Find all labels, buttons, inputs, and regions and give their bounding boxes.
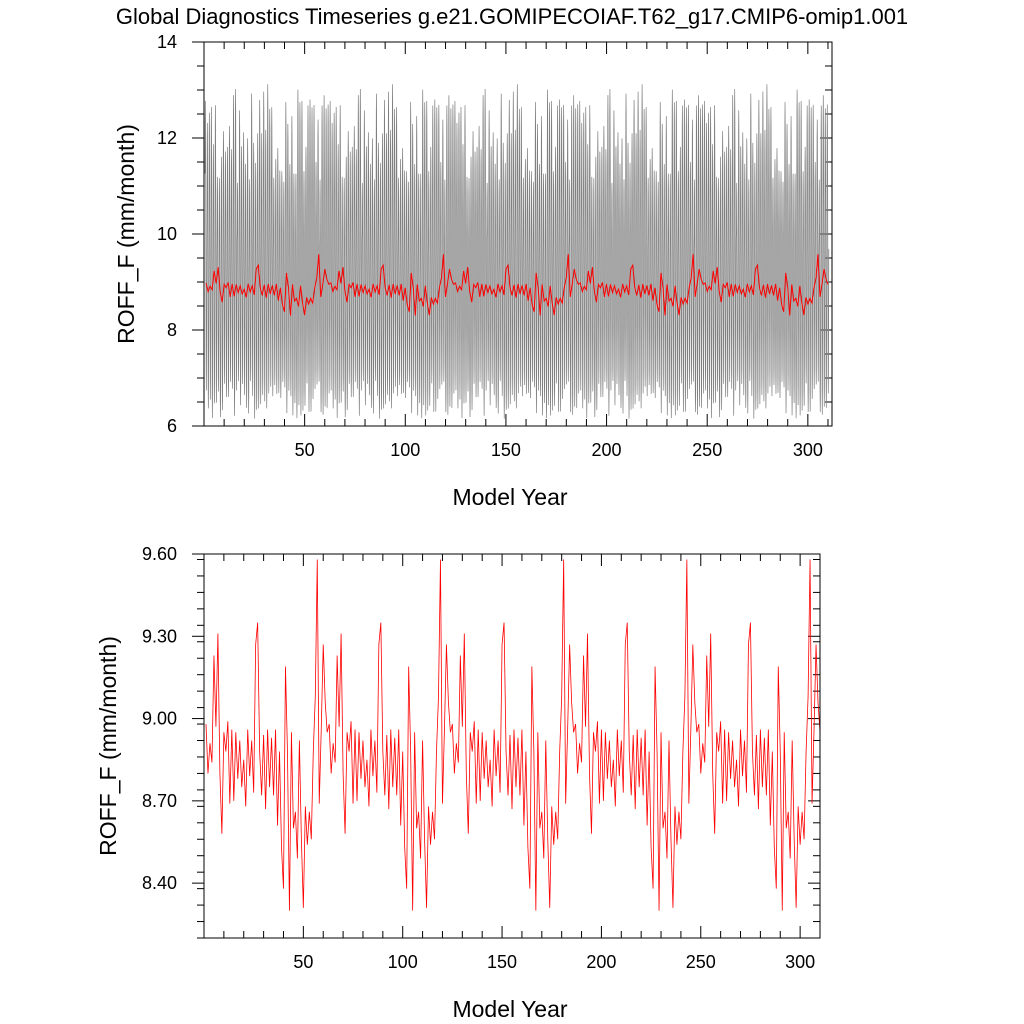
top-monthly-line	[204, 84, 830, 419]
top-plot-frame	[203, 41, 833, 427]
bottom-xtick-label: 250	[686, 952, 716, 972]
bottom-xtick-label: 100	[388, 952, 418, 972]
bottom-annual-mean-line	[205, 559, 821, 911]
top-x-axis-label: Model Year	[452, 484, 567, 510]
chart-title: Global Diagnostics Timeseries g.e21.GOMI…	[116, 4, 908, 29]
top-ytick-label: 10	[157, 224, 177, 244]
top-xtick-label: 100	[390, 440, 420, 460]
bottom-panel-ticks	[192, 553, 820, 939]
top-ytick-label: 6	[167, 416, 177, 436]
top-x-tick-labels: 50 100 150 200 250 300	[295, 440, 823, 460]
top-xtick-label: 250	[692, 440, 722, 460]
top-xtick-label: 200	[592, 440, 622, 460]
top-monthly-series	[204, 84, 830, 419]
bottom-xtick-label: 50	[293, 952, 313, 972]
bottom-ytick-label: 9.30	[142, 626, 177, 646]
bottom-y-axis-label: ROFF_F (mm/month)	[95, 636, 121, 856]
top-ytick-label: 14	[157, 32, 177, 52]
top-y-tick-labels: 6 8 10 12 14	[157, 32, 177, 436]
top-y-axis-label: ROFF_F (mm/month)	[113, 124, 139, 344]
top-xtick-label: 150	[491, 440, 521, 460]
bottom-xtick-label: 300	[785, 952, 815, 972]
top-xtick-label: 50	[295, 440, 315, 460]
bottom-ytick-label: 9.00	[142, 709, 177, 729]
bottom-ytick-label: 9.60	[142, 544, 177, 564]
bottom-ytick-label: 8.70	[142, 791, 177, 811]
bottom-x-axis-label: Model Year	[452, 996, 567, 1022]
top-xtick-label: 300	[793, 440, 823, 460]
bottom-plot-frame	[203, 553, 821, 939]
top-panel: 6 8 10 12 14 50 100 150 200 250 300 Model Year RO…	[113, 32, 833, 510]
bottom-panel: 8.40 8.70 9.00 9.30 9.60 50 100 150 200 250 300 M…	[95, 544, 821, 1022]
bottom-x-tick-labels: 50 100 150 200 250 300	[293, 952, 815, 972]
bottom-y-tick-labels: 8.40 8.70 9.00 9.30 9.60	[142, 544, 177, 893]
bottom-ytick-label: 8.40	[142, 873, 177, 893]
top-annual-mean-line	[205, 254, 829, 316]
top-ytick-label: 12	[157, 128, 177, 148]
top-ytick-label: 8	[167, 320, 177, 340]
bottom-xtick-label: 150	[487, 952, 517, 972]
bottom-xtick-label: 200	[586, 952, 616, 972]
